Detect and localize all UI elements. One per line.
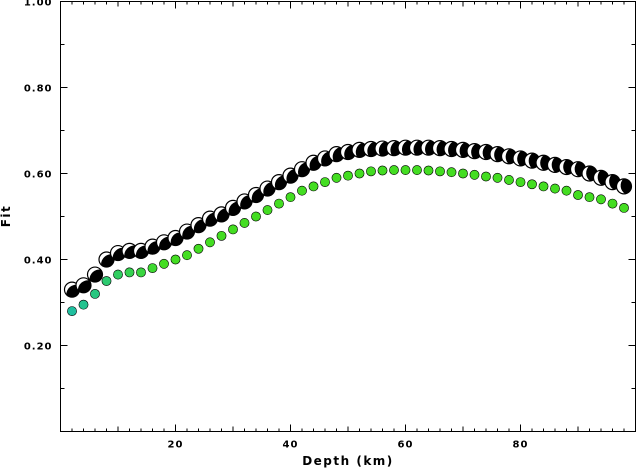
green-dot-point: [573, 190, 583, 200]
beachball-point: [121, 242, 138, 259]
beachball-series: [63, 139, 633, 298]
y-tick-label: 0.80: [24, 84, 53, 95]
green-dot-point: [113, 269, 123, 280]
green-dot-point: [136, 267, 146, 278]
beachball-point: [224, 199, 242, 216]
green-dot-point: [239, 218, 250, 228]
y-tick-label: 0.60: [24, 170, 53, 181]
green-dot-point: [297, 185, 307, 196]
green-dot-point: [147, 263, 158, 273]
green-dot-point: [527, 179, 537, 190]
green-dot-point: [90, 288, 100, 299]
green-dot-point: [366, 166, 376, 177]
green-dot-point: [308, 181, 319, 192]
green-dot-point: [596, 194, 606, 205]
green-dot-point: [619, 202, 629, 213]
green-dot-point: [504, 175, 514, 185]
green-dot-point: [446, 167, 457, 178]
green-dot-point: [262, 205, 273, 215]
green-dot-point: [607, 198, 618, 209]
green-dot-point: [124, 267, 135, 278]
green-dot-point: [481, 171, 491, 182]
green-dot-point: [584, 192, 595, 203]
green-dot-point: [412, 165, 422, 175]
y-tick-label: 0.40: [24, 256, 53, 267]
green-dot-point: [550, 183, 560, 194]
green-dot-point: [354, 168, 365, 179]
beachball-point: [420, 139, 437, 156]
x-tick-label: 40: [283, 440, 299, 451]
green-dot-point: [331, 172, 342, 183]
beachball-point: [86, 266, 104, 283]
y-tick-label: 0.20: [24, 342, 53, 353]
green-dot-point: [78, 299, 89, 310]
green-dot-point: [159, 258, 169, 269]
axis-tick-labels: 20 40 60 80 0.20 0.40 0.60 0.80 1.00: [24, 0, 529, 451]
beachball-point: [615, 178, 633, 195]
x-tick-label: 80: [513, 440, 529, 451]
x-tick-label: 60: [398, 440, 414, 451]
green-dot-point: [216, 230, 227, 241]
green-dot-point: [435, 166, 445, 177]
green-dot-point: [538, 181, 549, 192]
y-tick-label: 1.00: [24, 0, 53, 9]
x-tick-label: 20: [168, 440, 184, 451]
green-dot-point: [170, 254, 181, 265]
x-axis-label: Depth (km): [302, 454, 394, 468]
green-dot-point: [423, 165, 434, 176]
green-dot-point: [228, 224, 238, 235]
green-dot-point: [320, 177, 330, 187]
green-dot-point: [469, 169, 480, 180]
y-axis-label: Fit: [0, 205, 13, 228]
green-dot-point: [274, 198, 284, 209]
green-dot-series: [67, 165, 629, 316]
green-dot-point: [389, 165, 399, 175]
green-dot-point: [285, 192, 296, 203]
axis-ticks: [60, 1, 636, 432]
green-dot-point: [67, 306, 77, 316]
green-dot-point: [515, 177, 526, 187]
green-dot-point: [193, 243, 204, 254]
plot-frame: [60, 1, 636, 432]
green-dot-point: [561, 185, 572, 196]
beachball-point: [282, 167, 299, 184]
beachball-point: [293, 161, 311, 178]
green-dot-point: [343, 170, 353, 181]
beachball-point: [385, 140, 403, 157]
green-dot-point: [182, 250, 192, 261]
green-dot-point: [251, 211, 261, 222]
green-dot-point: [205, 237, 215, 248]
green-dot-point: [458, 168, 468, 179]
green-dot-point: [377, 165, 388, 176]
beachball-point: [190, 217, 207, 234]
green-dot-point: [492, 172, 503, 183]
green-dot-point: [101, 276, 112, 286]
beachball-point: [374, 140, 391, 157]
green-dot-point: [400, 165, 411, 175]
beachball-point: [75, 277, 92, 294]
